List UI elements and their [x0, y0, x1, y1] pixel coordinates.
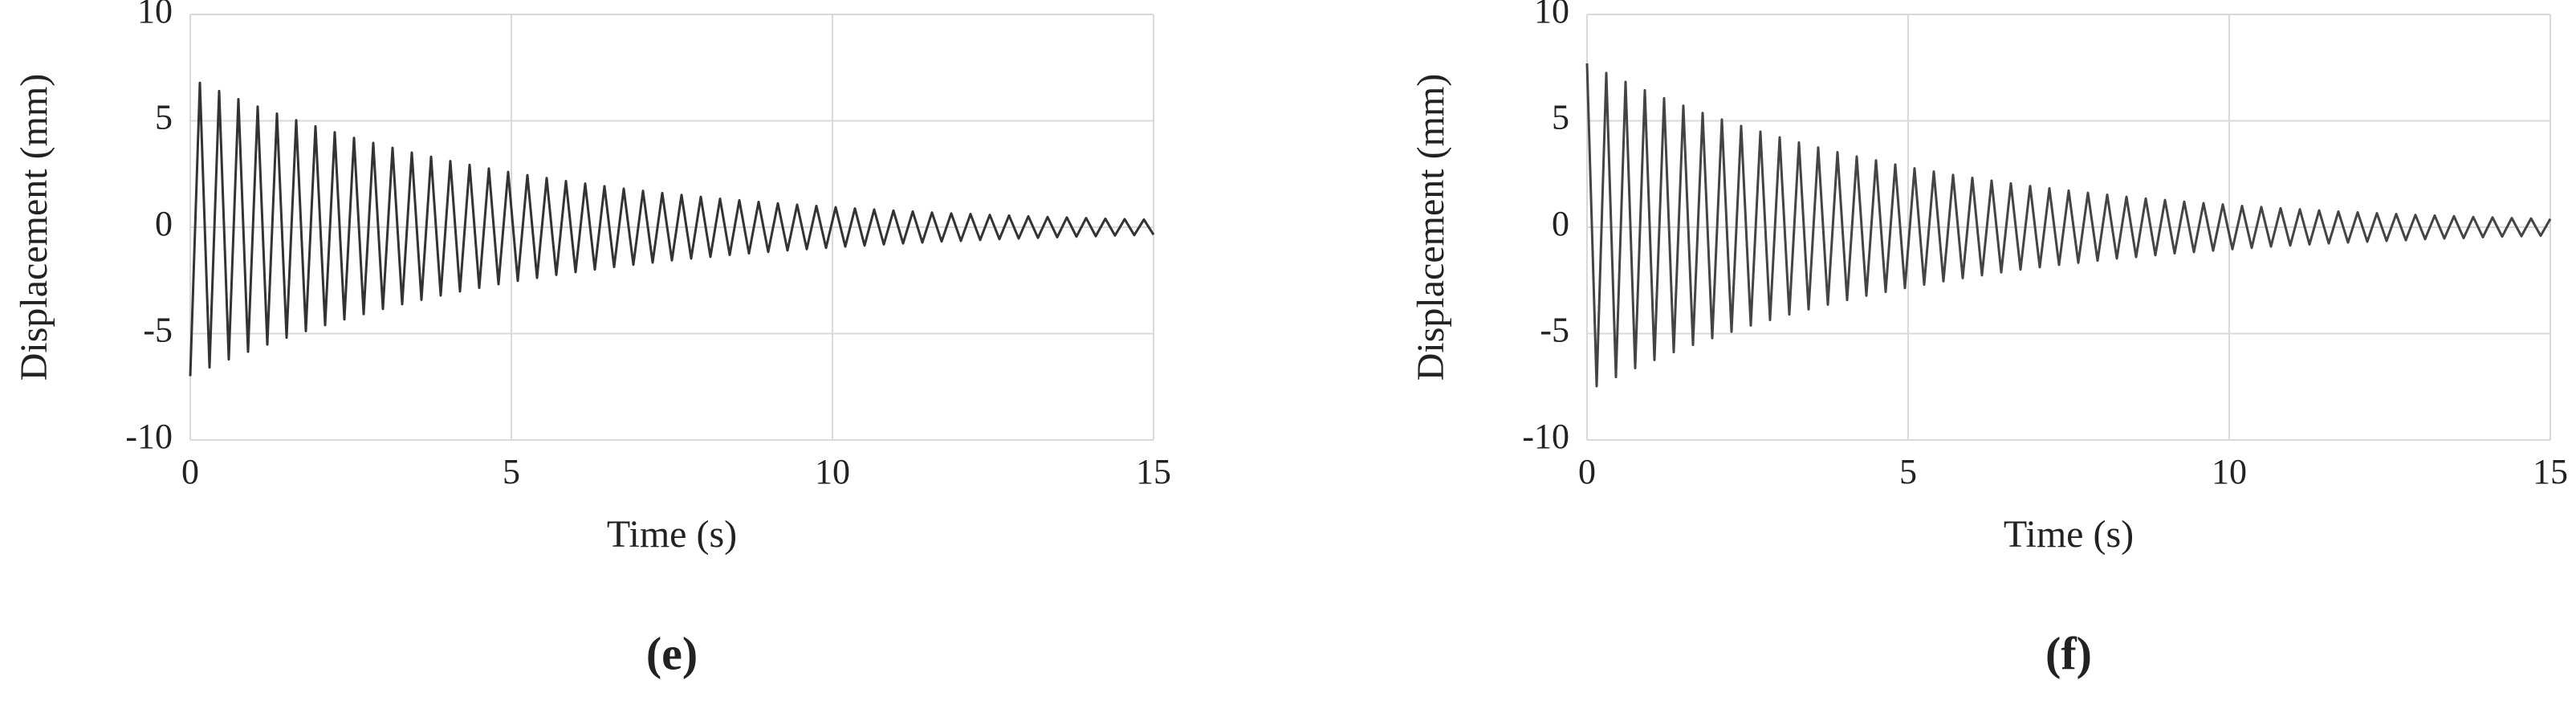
x-tick-label: 5	[503, 452, 520, 491]
x-tick-label: 10	[2212, 452, 2247, 491]
y-tick-label: 0	[1552, 204, 1569, 243]
y-tick-label: 0	[155, 204, 173, 243]
x-tick-label: 0	[1578, 452, 1596, 491]
x-tick-label: 15	[1136, 452, 1171, 491]
x-axis-label: Time (s)	[2004, 513, 2134, 556]
y-tick-label: -10	[125, 417, 173, 456]
y-tick-label: 5	[155, 98, 173, 137]
x-tick-label: 0	[181, 452, 199, 491]
x-tick-label: 5	[1899, 452, 1917, 491]
x-tick-label: 10	[815, 452, 850, 491]
panel-label: (f)	[2045, 627, 2092, 679]
x-tick-label: 15	[2533, 452, 2568, 491]
line-series	[1585, 63, 2552, 388]
y-tick-label: -10	[1522, 417, 1569, 456]
line-series	[189, 81, 1155, 377]
y-axis-label: Displacement (mm)	[1410, 74, 1452, 381]
y-tick-label: 5	[1552, 98, 1569, 137]
y-tick-label: -5	[1540, 311, 1569, 350]
y-axis-label: Displacement (mm)	[13, 74, 55, 381]
x-axis-label: Time (s)	[607, 513, 737, 556]
y-tick-label: -5	[143, 311, 173, 350]
y-tick-label: 10	[1534, 0, 1569, 31]
panel-label: (e)	[646, 627, 698, 679]
y-tick-label: 10	[137, 0, 173, 31]
